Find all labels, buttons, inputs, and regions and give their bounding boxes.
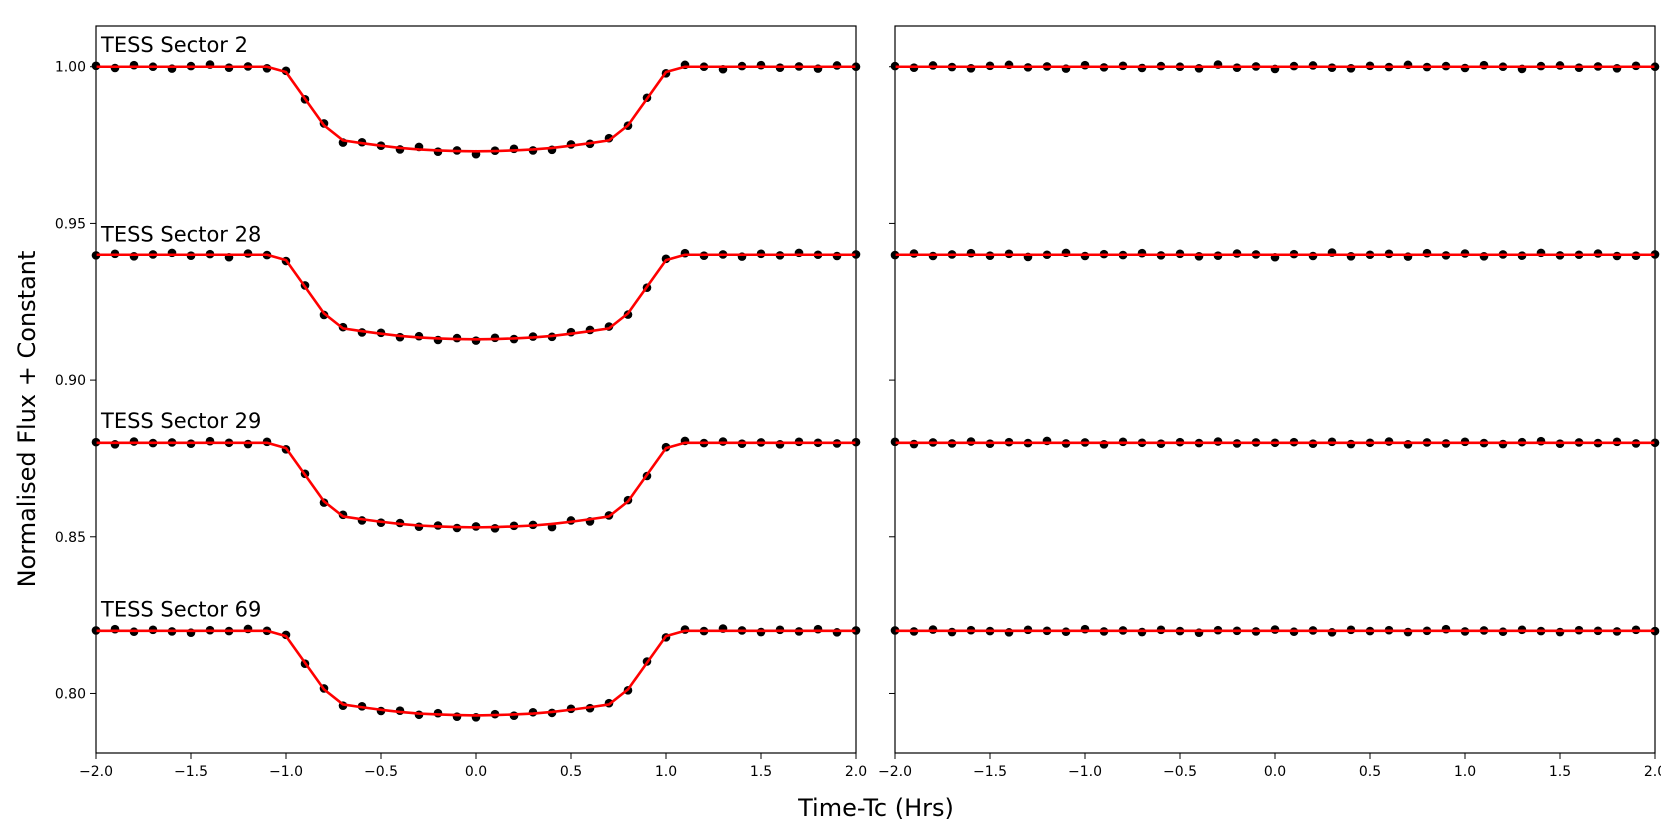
data-point [509, 144, 519, 154]
data-point [966, 248, 976, 258]
data-point [1346, 64, 1356, 73]
data-point [1479, 252, 1489, 261]
x-tick-label: −1.0 [269, 764, 303, 780]
data-point [129, 60, 139, 70]
x-tick-label: 2.0 [845, 764, 867, 780]
data-point [966, 64, 976, 73]
x-tick-label: −1.5 [973, 764, 1007, 780]
data-point [1346, 252, 1356, 261]
curve-label: TESS Sector 28 [100, 222, 261, 246]
x-tick-label: 1.5 [750, 764, 772, 780]
x-tick-label: 1.0 [655, 764, 677, 780]
data-point [756, 60, 766, 70]
model-line [96, 65, 856, 153]
x-tick-label: 1.0 [1454, 764, 1476, 780]
data-point [452, 712, 462, 721]
panel: −2.0 −1.5 −1.0 −0.5 0.0 0.5 1.0 1.5 2.0 0.80 0.85 0… [55, 25, 867, 780]
curve-label: TESS Sector 69 [100, 597, 261, 621]
y-tick-label: 0.85 [55, 530, 86, 546]
curve-label: TESS Sector 29 [100, 409, 261, 433]
x-tick-label: −2.0 [79, 764, 113, 780]
data-point [1004, 628, 1014, 637]
panel: −2.0 −1.5 −1.0 −0.5 0.0 0.5 1.0 1.5 2.0 [878, 25, 1661, 780]
data-point [1327, 628, 1337, 637]
data-point [813, 624, 823, 634]
data-point [1194, 252, 1204, 261]
y-tick-label: 0.80 [55, 686, 86, 702]
data-point [129, 252, 139, 261]
curve-label: TESS Sector 2 [100, 33, 248, 57]
x-tick-label: −0.5 [364, 764, 398, 780]
x-tick-label: 0.5 [560, 764, 582, 780]
x-tick-label: 0.5 [1359, 764, 1381, 780]
data-point [1479, 60, 1489, 70]
x-tick-label: −0.5 [1163, 764, 1197, 780]
x-tick-label: −2.0 [878, 764, 912, 780]
data-point [1099, 440, 1109, 449]
axes-frame [894, 25, 1656, 754]
data-point [1080, 624, 1090, 634]
data-point [205, 436, 215, 446]
y-tick-label: 1.00 [55, 60, 86, 76]
axes-frame [95, 25, 857, 754]
x-tick-label: −1.0 [1068, 764, 1102, 780]
x-axis-label: Time-Tc (Hrs) [797, 794, 954, 822]
data-point [1422, 248, 1432, 258]
data-point [1612, 64, 1622, 73]
data-point [110, 440, 120, 449]
x-tick-label: 2.0 [1644, 764, 1661, 780]
data-point [832, 628, 842, 637]
x-tick-label: 0.0 [465, 764, 487, 780]
model-line [96, 441, 856, 529]
model-line [96, 629, 856, 717]
data-point [110, 624, 120, 634]
y-tick-label: 0.95 [55, 216, 86, 232]
data-point [1403, 440, 1413, 449]
x-tick-label: 0.0 [1264, 764, 1286, 780]
data-point [1137, 248, 1147, 258]
y-tick-label: 0.90 [55, 373, 86, 389]
data-point [775, 440, 785, 449]
y-axis-label: Normalised Flux + Constant [13, 251, 41, 588]
model-line [96, 253, 856, 341]
data-point [1080, 60, 1090, 70]
x-tick-label: 1.5 [1549, 764, 1571, 780]
data-point [1536, 436, 1546, 446]
data-point [1194, 64, 1204, 73]
x-tick-label: −1.5 [174, 764, 208, 780]
data-point [1441, 624, 1451, 634]
